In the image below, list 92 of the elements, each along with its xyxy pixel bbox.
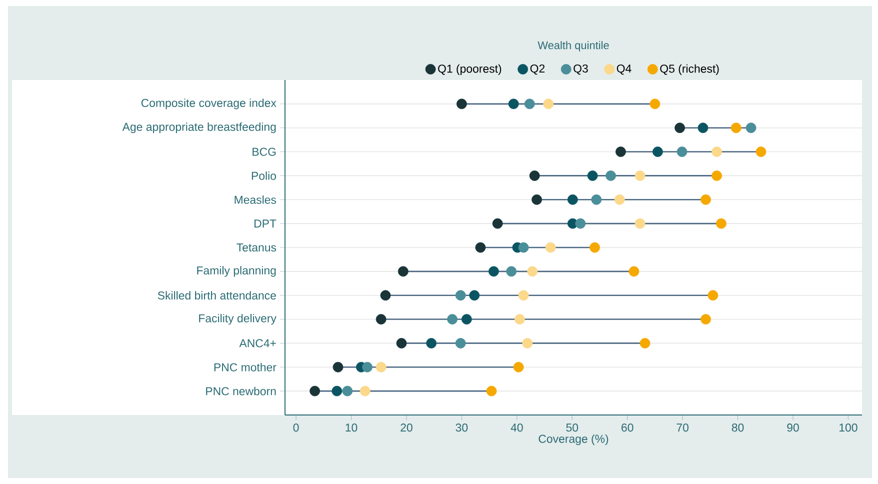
legend-label: Q1 (poorest) xyxy=(438,64,502,76)
point xyxy=(529,170,540,181)
point xyxy=(716,218,726,229)
point xyxy=(342,386,353,396)
point xyxy=(700,314,711,324)
point xyxy=(455,290,466,301)
point xyxy=(545,242,556,253)
point xyxy=(674,122,685,134)
point xyxy=(628,266,640,277)
x-tick-label: 30 xyxy=(456,424,468,432)
point xyxy=(746,122,756,134)
point xyxy=(575,218,586,229)
point xyxy=(522,338,533,348)
point xyxy=(332,386,342,396)
point xyxy=(708,290,718,301)
point xyxy=(486,386,497,396)
point xyxy=(508,98,519,110)
point xyxy=(698,122,708,134)
point xyxy=(455,338,466,348)
legend-label: Q2 xyxy=(530,64,545,75)
point xyxy=(590,242,600,253)
point xyxy=(700,194,711,205)
point xyxy=(524,98,535,110)
point xyxy=(376,362,386,372)
x-tick-label: 70 xyxy=(676,424,688,432)
y-tick-label: ANC4+ xyxy=(239,339,276,348)
point xyxy=(730,122,742,134)
x-tick-label: 0 xyxy=(293,424,299,432)
y-tick-label: PNC mother xyxy=(214,362,276,372)
legend-label: Q5 (richest) xyxy=(660,64,719,76)
point xyxy=(614,194,625,205)
point xyxy=(756,146,766,157)
point xyxy=(518,290,529,301)
x-tick-label: 50 xyxy=(566,424,578,432)
point xyxy=(514,314,525,324)
point xyxy=(447,314,458,324)
legend-label: Q3 xyxy=(574,64,588,75)
point xyxy=(469,290,480,301)
point xyxy=(712,146,722,157)
point xyxy=(591,194,602,205)
x-tick-label: 90 xyxy=(787,424,799,432)
point xyxy=(360,386,370,396)
point xyxy=(488,266,499,277)
y-tick-label: Composite coverage index xyxy=(141,98,276,110)
legend-title: Wealth quintile xyxy=(538,41,609,52)
y-tick-label: Polio xyxy=(252,172,276,180)
point xyxy=(634,218,646,229)
x-tick-label: 10 xyxy=(346,424,358,432)
point xyxy=(396,338,407,348)
y-tick-label: BCG xyxy=(252,148,276,156)
x-tick-label: 80 xyxy=(732,424,744,432)
y-tick-label: PNC newborn xyxy=(206,386,276,396)
point xyxy=(527,266,538,277)
point xyxy=(606,170,616,181)
y-tick-label: DPT xyxy=(254,220,276,228)
y-tick-label: Tetanus xyxy=(236,244,276,252)
point xyxy=(543,98,554,110)
point xyxy=(640,338,650,348)
y-tick-label: Skilled birth attendance xyxy=(158,291,276,300)
point xyxy=(650,98,660,110)
point xyxy=(310,386,320,396)
point xyxy=(380,290,391,301)
point xyxy=(652,146,663,157)
point xyxy=(376,314,386,324)
point xyxy=(587,170,598,181)
y-tick-label: Measles xyxy=(234,195,276,204)
point xyxy=(475,242,486,253)
point xyxy=(513,362,524,372)
x-tick-label: 60 xyxy=(622,424,634,432)
x-tick-label: 100 xyxy=(840,424,858,432)
point xyxy=(712,170,722,181)
x-tick-label: 40 xyxy=(510,424,523,432)
point xyxy=(506,266,517,277)
y-tick-label: Family planning xyxy=(197,266,276,277)
point xyxy=(634,170,646,181)
point xyxy=(518,242,529,253)
point xyxy=(362,362,372,372)
legend-label: Q4 xyxy=(616,64,632,75)
point xyxy=(532,194,542,205)
point xyxy=(616,146,626,157)
point xyxy=(492,218,503,229)
point xyxy=(567,194,578,205)
x-tick-label: 20 xyxy=(400,424,412,432)
point xyxy=(398,266,408,277)
point xyxy=(332,362,344,372)
point xyxy=(426,338,437,348)
x-axis-title: Coverage (%) xyxy=(538,434,608,446)
y-tick-label: Facility delivery xyxy=(199,314,276,325)
point xyxy=(461,314,472,324)
y-tick-label: Age appropriate breastfeeding xyxy=(122,122,276,134)
point xyxy=(456,98,467,110)
point xyxy=(676,146,688,157)
